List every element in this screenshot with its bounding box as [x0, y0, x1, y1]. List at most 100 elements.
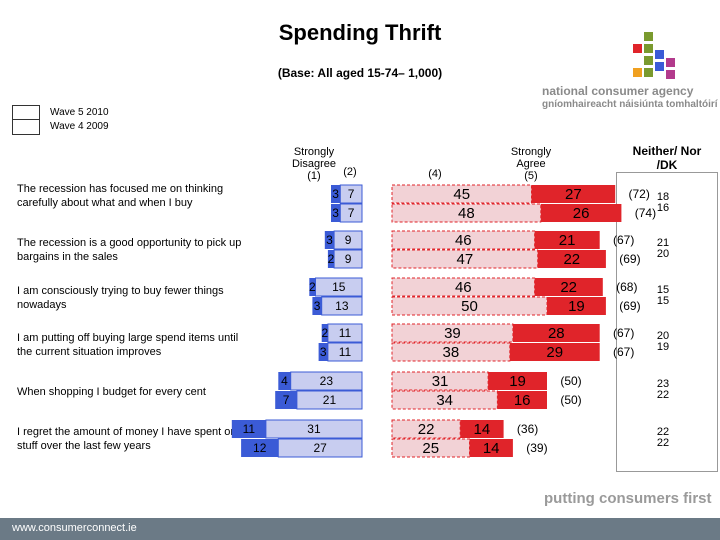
- label-disagree-4-w4: 11: [339, 345, 352, 359]
- label-strongly-agree-4-w5: 28: [548, 325, 565, 342]
- label-neither-4-w5: 20: [657, 330, 669, 342]
- bar-disagree-3-w5: [315, 277, 363, 297]
- label-agree-total-5-w4: (50): [560, 393, 581, 407]
- bar-strongly-agree-4-w4: [509, 343, 600, 361]
- label-strongly-disagree-3-w4: 3: [314, 299, 321, 313]
- bar-disagree-3-w4: [321, 296, 363, 316]
- label-agree-total-1-w5: (72): [629, 187, 650, 201]
- tagline: putting consumers first: [544, 490, 712, 507]
- label-strongly-disagree-2-w5: 3: [326, 233, 333, 247]
- bar-disagree-4-w4: [327, 342, 363, 362]
- header-code-5: (5): [524, 170, 538, 182]
- label-neither-2-w5: 21: [657, 237, 669, 249]
- legend-swatch-wave4: [12, 119, 40, 135]
- label-neither-1-w4: 16: [657, 202, 669, 214]
- bar-strongly-agree-5-w4: [497, 391, 547, 409]
- label-strongly-disagree-4-w4: 3: [320, 345, 327, 359]
- statement-label-4: I am putting off buying large spend item…: [17, 332, 239, 358]
- statement-label-2: The recession is a good opportunity to p…: [17, 237, 242, 263]
- bar-strongly-agree-6-w5: [460, 420, 504, 438]
- bar-strongly-disagree-5-w4: [275, 391, 297, 409]
- bar-strongly-disagree-1-w5: [331, 185, 341, 203]
- label-neutral-1-w5: 45: [453, 186, 470, 203]
- label-strongly-disagree-1-w5: 3: [332, 187, 339, 201]
- label-strongly-agree-4-w4: 29: [546, 344, 563, 361]
- label-strongly-agree-2-w5: 21: [559, 232, 576, 249]
- header-strongly-disagree: Strongly Disagree: [291, 146, 337, 170]
- label-neither-5-w4: 22: [657, 389, 669, 401]
- bar-neutral-3-w4: [391, 296, 548, 316]
- bar-neutral-1-w5: [391, 184, 532, 204]
- bar-disagree-6-w5: [265, 419, 363, 439]
- label-strongly-disagree-5-w4: 7: [283, 393, 290, 407]
- label-neutral-1-w4: 48: [458, 205, 475, 222]
- label-strongly-agree-6-w5: 14: [474, 421, 491, 438]
- bar-neutral-2-w4: [391, 249, 539, 269]
- label-agree-total-6-w4: (39): [526, 441, 547, 455]
- chart-title: Spending Thrift: [278, 20, 442, 45]
- label-strongly-agree-1-w4: 26: [573, 205, 590, 222]
- logo-irish-name: gníomhaireacht náisiúnta tomhaltóirí: [542, 99, 718, 110]
- bar-strongly-agree-1-w5: [531, 185, 616, 203]
- bar-disagree-4-w5: [327, 323, 363, 343]
- label-strongly-agree-1-w5: 27: [565, 186, 582, 203]
- label-disagree-1-w4: 7: [348, 206, 355, 220]
- bar-disagree-5-w4: [296, 390, 363, 410]
- label-neutral-2-w5: 46: [455, 232, 472, 249]
- bar-strongly-agree-1-w4: [540, 204, 622, 222]
- header-code-2: (2): [343, 166, 357, 178]
- bar-disagree-1-w4: [339, 203, 363, 223]
- bar-strongly-disagree-6-w4: [241, 439, 279, 457]
- bar-strongly-disagree-2-w4: [327, 250, 335, 268]
- label-disagree-4-w5: 11: [339, 326, 352, 340]
- neither-column-frame: [616, 172, 718, 472]
- label-strongly-disagree-2-w4: 2: [328, 252, 335, 266]
- logo-mark-icon: [633, 32, 675, 79]
- legend-label-wave4: Wave 4 2009: [50, 121, 109, 132]
- bar-strongly-disagree-4-w5: [321, 324, 328, 342]
- label-strongly-agree-3-w5: 22: [560, 279, 577, 296]
- bar-strongly-disagree-3-w5: [309, 278, 316, 296]
- bar-strongly-agree-2-w5: [534, 231, 600, 249]
- label-agree-total-3-w4: (69): [619, 299, 640, 313]
- legend-label-wave5: Wave 5 2010: [50, 107, 109, 118]
- bar-strongly-disagree-5-w5: [278, 372, 291, 390]
- label-agree-total-6-w5: (36): [517, 422, 538, 436]
- label-neutral-6-w5: 22: [418, 421, 435, 438]
- label-strongly-disagree-4-w5: 2: [321, 326, 328, 340]
- label-disagree-6-w5: 31: [307, 422, 321, 436]
- nca-logo: [633, 32, 675, 79]
- label-neutral-3-w4: 50: [461, 298, 478, 315]
- label-disagree-5-w4: 21: [323, 393, 337, 407]
- bar-strongly-agree-3-w5: [534, 278, 603, 296]
- footer-url: www.consumerconnect.ie: [12, 522, 137, 534]
- label-neither-2-w4: 20: [657, 248, 669, 260]
- label-neutral-2-w4: 47: [457, 251, 474, 268]
- label-agree-total-5-w5: (50): [560, 374, 581, 388]
- label-strongly-agree-3-w4: 19: [568, 298, 585, 315]
- statement-label-6: I regret the amount of money I have spen…: [17, 426, 237, 452]
- footer-bar: [0, 518, 720, 540]
- label-agree-total-2-w4: (69): [619, 252, 640, 266]
- chart-subtitle: (Base: All aged 15-74– 1,000): [277, 66, 443, 80]
- label-strongly-disagree-3-w5: 2: [309, 280, 316, 294]
- label-neutral-6-w4: 25: [422, 440, 439, 457]
- label-agree-total-4-w5: (67): [613, 326, 634, 340]
- label-disagree-5-w5: 23: [320, 374, 334, 388]
- label-agree-total-3-w5: (68): [616, 280, 637, 294]
- bar-strongly-agree-6-w4: [469, 439, 513, 457]
- label-neither-4-w4: 19: [657, 341, 669, 353]
- label-strongly-agree-5-w4: 16: [514, 392, 531, 409]
- label-strongly-disagree-6-w5: 11: [243, 422, 256, 436]
- label-neither-3-w4: 15: [657, 295, 669, 307]
- label-strongly-disagree-6-w4: 12: [253, 441, 267, 455]
- label-disagree-2-w5: 9: [345, 233, 352, 247]
- label-neither-1-w5: 18: [657, 191, 669, 203]
- label-neither-3-w5: 15: [657, 284, 669, 296]
- label-strongly-agree-2-w4: 22: [563, 251, 580, 268]
- label-disagree-3-w4: 13: [335, 299, 349, 313]
- label-strongly-disagree-1-w4: 3: [332, 206, 339, 220]
- label-neither-6-w5: 22: [657, 426, 669, 438]
- bar-strongly-agree-3-w4: [547, 297, 606, 315]
